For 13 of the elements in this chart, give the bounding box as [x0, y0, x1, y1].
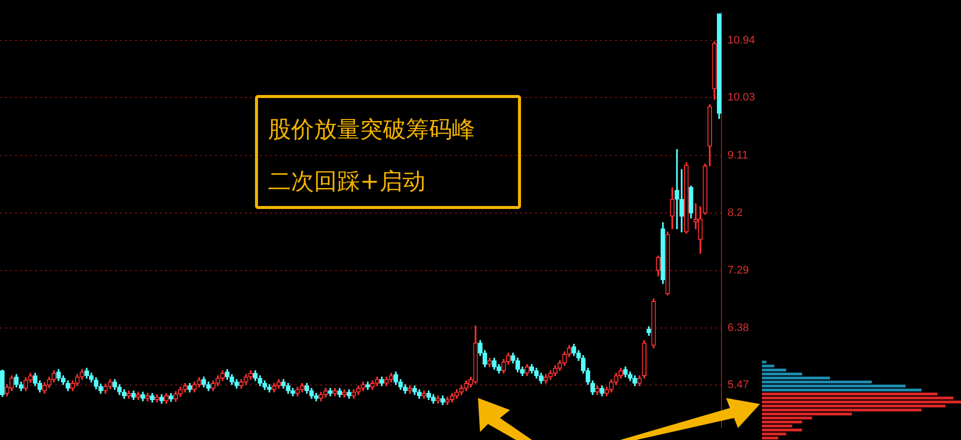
bar — [762, 428, 802, 432]
y-tick-label: 10.03 — [727, 92, 756, 104]
y-tick-label: 9.11 — [727, 150, 748, 162]
y-tick-label: 6.38 — [727, 322, 749, 334]
annotation: 股价放量突破筹码峰 — [268, 116, 476, 145]
annotation: 二次回踩+启动 — [268, 168, 426, 197]
y-tick-label: 8.2 — [727, 207, 743, 220]
candlestick — [674, 149, 680, 230]
y-tick-label: 5.47 — [727, 379, 749, 392]
bar — [762, 388, 922, 392]
bar — [762, 400, 961, 404]
y-tick-label: 10.94 — [727, 34, 756, 46]
y-tick-label: 7.29 — [727, 264, 749, 276]
